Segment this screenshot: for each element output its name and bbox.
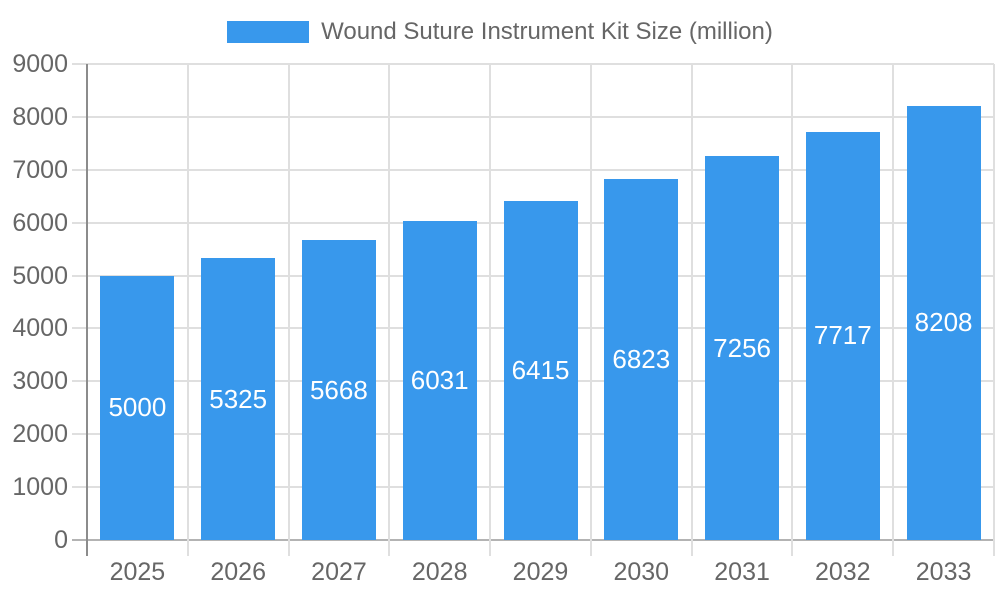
gridline-h [72,168,994,171]
gridline-v [892,64,895,556]
bar[interactable]: 5325 [201,258,276,540]
bar-value-label: 7717 [813,320,872,351]
bar[interactable]: 5668 [301,240,376,540]
bar-value-label: 8208 [914,307,973,338]
bar-value-label: 6415 [511,354,570,385]
bar-value-label: 5000 [108,392,167,423]
gridline-v [690,64,693,556]
gridline-h [72,63,994,65]
bar[interactable]: 7256 [705,156,780,540]
x-axis-label: 2026 [210,558,266,586]
bar[interactable]: 7717 [805,131,880,540]
legend[interactable]: Wound Suture Instrument Kit Size (millio… [0,18,1000,46]
bar-value-label: 6823 [612,344,671,375]
x-axis-label: 2029 [512,558,569,586]
x-axis-label: 2033 [915,558,972,586]
x-axis-label: 2028 [411,558,468,586]
bar[interactable]: 8208 [906,105,981,540]
y-axis-label: 0 [54,526,68,554]
x-axis-label: 2031 [714,558,770,586]
bar[interactable]: 6031 [402,221,477,540]
bar[interactable]: 6415 [503,200,578,540]
bar[interactable]: 6823 [604,179,679,540]
gridline-v [589,64,592,556]
y-axis-label: 2000 [12,420,68,449]
bar-value-label: 5668 [309,374,368,405]
gridline-v [186,64,189,556]
legend-swatch [227,21,310,43]
x-axis-label: 2032 [814,558,871,586]
y-axis-label: 1000 [12,473,68,502]
bar-value-label: 5325 [209,383,268,414]
y-axis-label: 6000 [12,208,68,237]
bar-value-label: 6031 [410,365,469,395]
y-axis-label: 4000 [12,314,68,343]
bar-value-label: 7256 [713,332,772,363]
gridline-v [993,64,995,556]
y-axis-label: 7000 [12,155,68,184]
gridline-v [791,64,794,556]
x-axis-label: 2025 [109,558,166,586]
gridline-v [489,64,492,556]
x-axis-label: 2030 [613,558,670,586]
gridline-h [72,115,994,118]
gridline-v [287,64,290,556]
x-axis-line [72,539,994,541]
y-axis-label: 3000 [12,367,68,396]
bar[interactable]: 5000 [100,275,175,540]
legend-label: Wound Suture Instrument Kit Size (millio… [321,18,773,45]
x-axis-label: 2027 [311,558,367,586]
y-axis-label: 5000 [12,261,68,290]
y-axis-label: 8000 [12,102,68,131]
y-axis-line [86,64,88,556]
y-axis-label: 9000 [12,50,68,78]
gridline-v [388,64,391,556]
